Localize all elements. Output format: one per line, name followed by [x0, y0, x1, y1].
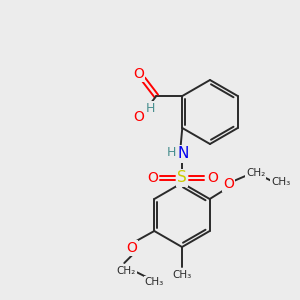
Text: H: H	[146, 101, 155, 115]
Text: CH₃: CH₃	[145, 277, 164, 287]
Text: N: N	[178, 146, 189, 161]
Text: O: O	[147, 171, 158, 185]
Text: O: O	[133, 67, 144, 81]
Text: O: O	[207, 171, 218, 185]
Text: O: O	[223, 177, 234, 191]
Text: CH₃: CH₃	[271, 177, 290, 187]
Text: O: O	[133, 110, 144, 124]
Text: CH₂: CH₂	[246, 168, 265, 178]
Text: CH₃: CH₃	[172, 270, 192, 280]
Text: H: H	[167, 146, 176, 160]
Text: S: S	[177, 170, 187, 185]
Text: O: O	[126, 241, 137, 255]
Text: CH₂: CH₂	[117, 266, 136, 276]
